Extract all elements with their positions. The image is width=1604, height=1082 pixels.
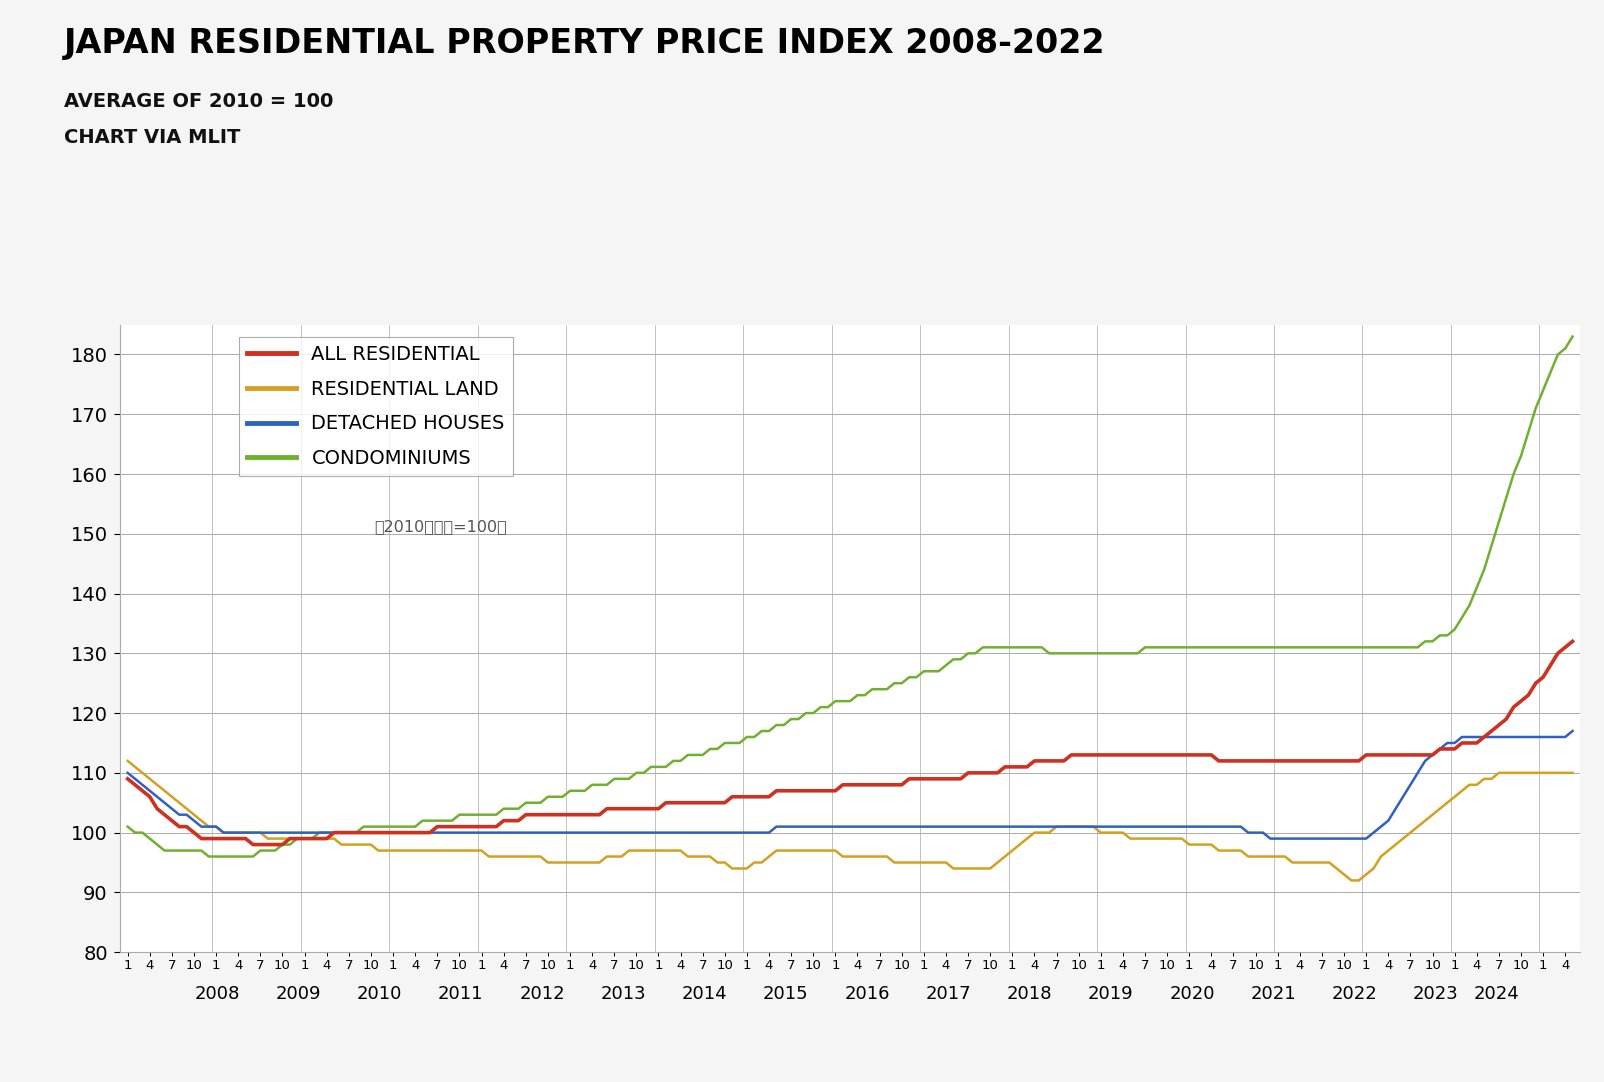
Text: AVERAGE OF 2010 = 100: AVERAGE OF 2010 = 100 — [64, 92, 334, 111]
Text: JAPAN RESIDENTIAL PROPERTY PRICE INDEX 2008-2022: JAPAN RESIDENTIAL PROPERTY PRICE INDEX 2… — [64, 27, 1105, 60]
Text: （2010年平均=100）: （2010年平均=100） — [375, 518, 507, 533]
Legend: ALL RESIDENTIAL, RESIDENTIAL LAND, DETACHED HOUSES, CONDOMINIUMS: ALL RESIDENTIAL, RESIDENTIAL LAND, DETAC… — [239, 338, 513, 476]
Text: CHART VIA MLIT: CHART VIA MLIT — [64, 128, 241, 147]
